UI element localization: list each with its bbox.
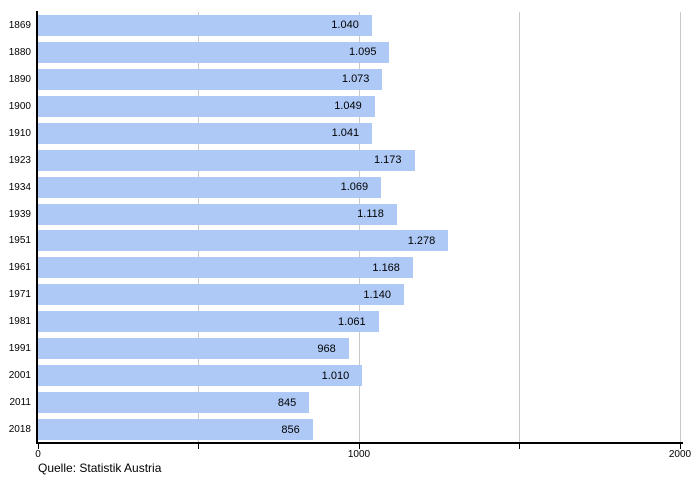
y-axis-label: 1923 — [8, 154, 31, 166]
bar-value-label: 968 — [317, 342, 336, 355]
y-axis-label: 1961 — [8, 262, 31, 274]
bar: 1.073 — [38, 68, 383, 90]
x-tick — [679, 444, 681, 449]
bar-value-label: 1.041 — [331, 127, 360, 140]
x-tick — [37, 444, 39, 449]
y-axis-label: 2018 — [8, 424, 31, 436]
bar-value-label: 1.168 — [372, 261, 400, 274]
y-axis — [36, 11, 38, 443]
bar-value-label: 1.140 — [363, 288, 391, 301]
bar-value-label: 1.073 — [341, 73, 370, 86]
gridline — [679, 12, 681, 443]
bar: 1.061 — [38, 311, 379, 333]
x-tick-label: 1000 — [347, 449, 371, 460]
y-axis-label: 1971 — [8, 289, 31, 301]
bar: 1.278 — [38, 230, 449, 252]
gridline — [198, 12, 199, 443]
bar-value-label: 1.278 — [407, 234, 436, 247]
x-tick-label: 0 — [35, 449, 41, 460]
bar: 1.041 — [38, 122, 373, 144]
bar-value-label: 856 — [281, 423, 300, 436]
bar-value-label: 1.061 — [338, 315, 366, 328]
gridline — [519, 12, 520, 443]
gridline — [358, 12, 360, 443]
bar: 1.168 — [38, 257, 413, 279]
x-axis — [36, 442, 683, 444]
bar: 968 — [38, 338, 349, 360]
y-axis-label: 2001 — [8, 370, 31, 382]
bar-value-label: 1.040 — [331, 19, 359, 32]
bar: 1.040 — [38, 14, 372, 36]
bar-value-label: 1.118 — [357, 208, 384, 221]
y-axis-label: 1991 — [8, 343, 31, 355]
y-axis-label: 1880 — [8, 46, 31, 58]
bar-value-label: 845 — [277, 396, 297, 409]
bar-value-label: 1.095 — [348, 46, 377, 59]
y-axis-label: 1981 — [8, 316, 31, 328]
y-axis-label: 1910 — [8, 127, 31, 139]
bar-value-label: 1.173 — [374, 154, 402, 167]
bar: 1.010 — [38, 365, 363, 387]
y-axis-label: 1951 — [8, 235, 31, 247]
x-tick-label: 2000 — [668, 449, 692, 460]
source-note: Quelle: Statistik Austria — [38, 461, 162, 475]
y-axis-label: 1900 — [8, 100, 31, 112]
bar: 856 — [38, 419, 313, 441]
x-tick — [198, 444, 199, 449]
bar-value-label: 1.010 — [321, 369, 350, 382]
y-axis-label: 1934 — [8, 181, 31, 193]
bar: 1.069 — [38, 176, 382, 198]
y-axis-label: 1939 — [8, 208, 31, 220]
bar: 1.049 — [38, 95, 375, 117]
y-axis-label: 1890 — [8, 73, 31, 85]
y-axis-label: 2011 — [9, 397, 31, 409]
bar: 1.118 — [38, 203, 397, 225]
bar: 845 — [38, 392, 310, 414]
bar-value-label: 1.069 — [340, 181, 369, 194]
bar: 1.140 — [38, 284, 404, 306]
bar-value-label: 1.049 — [334, 100, 362, 113]
bar: 1.173 — [38, 149, 415, 171]
plot-area: 1.040 1.095 1.073 1.049 1.041 1.173 1.069 1.118… — [38, 12, 681, 443]
y-axis-label: 1869 — [8, 19, 31, 31]
bar: 1.095 — [38, 41, 390, 63]
x-tick — [358, 444, 360, 449]
x-tick — [519, 444, 520, 449]
